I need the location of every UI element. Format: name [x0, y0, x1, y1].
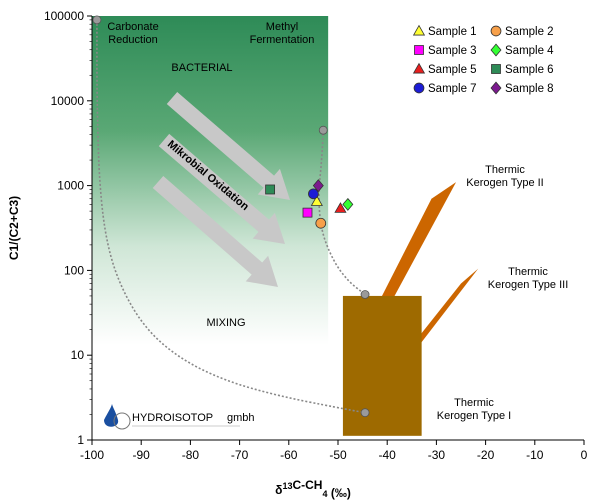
point-sample-1 — [310, 195, 323, 206]
legend-entry: Sample 2 — [490, 25, 554, 38]
logo-text: HYDROISOTOP — [132, 412, 213, 424]
region-label-mixing: MIXING — [206, 317, 245, 329]
data-points — [265, 179, 354, 229]
x-tick-label: -40 — [379, 448, 397, 462]
legend-marker — [491, 64, 501, 74]
legend-label: Sample 3 — [428, 45, 477, 57]
region-label-thermic-kerogen-type-ii: Thermic Kerogen Type II — [466, 164, 543, 189]
y-tick-label: 10000 — [51, 94, 85, 108]
y-tick-label: 1000 — [57, 179, 84, 193]
legend-entry: Sample 6 — [491, 64, 554, 76]
endmember-point — [360, 408, 370, 418]
legend-label: Sample 8 — [505, 83, 554, 95]
logo-suffix: gmbh — [227, 412, 255, 424]
legend-marker — [490, 25, 502, 37]
legend: Sample 1 Sample 2 Sample 3 Sample 4 Sample 5… — [412, 24, 554, 95]
legend-marker — [490, 43, 502, 57]
region-label-methyl-fermentation: Methyl Fermentation — [250, 21, 315, 46]
oxidation-arrow-bottom — [152, 175, 278, 287]
x-tick-label: -10 — [526, 448, 544, 462]
legend-entry: Sample 1 — [412, 24, 477, 38]
isotope-ring-icon — [113, 412, 131, 430]
y-tick-label: 10 — [71, 348, 85, 362]
legend-label: Sample 1 — [428, 26, 477, 38]
x-tick-label: -20 — [477, 448, 495, 462]
point-sample-2 — [315, 217, 327, 229]
endmember-point — [318, 125, 328, 135]
point-sample-7 — [308, 188, 319, 200]
legend-marker — [412, 62, 426, 74]
point-sample-3 — [302, 207, 313, 218]
y-tick-label: 100000 — [44, 9, 84, 23]
point-sample-6 — [265, 184, 276, 195]
x-tick-label: -90 — [133, 448, 151, 462]
legend-entry: Sample 7 — [413, 82, 477, 95]
legend-marker — [414, 45, 424, 55]
legend-entry: Sample 3 — [414, 45, 477, 57]
x-tick-label: 0 — [581, 448, 588, 462]
legend-label: Sample 2 — [505, 26, 554, 38]
axes: -100 -90 -80 -70 -60 -50 -40 -30 -20 -10 011010010… — [7, 9, 588, 500]
legend-entry: Sample 4 — [490, 43, 554, 57]
legend-marker — [490, 81, 502, 95]
legend-entry: Sample 5 — [412, 62, 477, 76]
legend-label: Sample 7 — [428, 83, 477, 95]
legend-label: Sample 5 — [428, 64, 477, 76]
endmember-point — [92, 15, 102, 25]
x-tick-label: -80 — [182, 448, 200, 462]
x-tick-label: -60 — [280, 448, 298, 462]
y-axis-label: C1/(C2+C3) — [7, 196, 21, 260]
region-label-carbonate-reduction: Carbonate Reduction — [107, 21, 158, 46]
region-layer — [92, 16, 479, 440]
endmember-point — [360, 290, 370, 299]
kerogen-type-ii-band — [372, 182, 457, 315]
bacterial-zone-fade — [92, 345, 329, 440]
region-label-thermic-kerogen-type-iii: Thermic Kerogen Type III — [488, 266, 569, 291]
y-tick-label: 100 — [64, 263, 84, 277]
point-sample-8 — [312, 179, 324, 193]
point-sample-4 — [342, 197, 354, 211]
x-tick-label: -70 — [231, 448, 249, 462]
legend-marker — [413, 82, 425, 94]
legend-entry: Sample 8 — [490, 81, 554, 95]
arrow-layer — [152, 91, 290, 287]
logo: HYDROISOTOP gmbh — [104, 404, 255, 430]
x-tick-label: -50 — [329, 448, 347, 462]
region-label-bacterial: BACTERIAL — [171, 62, 232, 74]
legend-label: Sample 6 — [505, 64, 554, 76]
kerogen-type-i-box — [342, 295, 422, 436]
x-tick-label: -30 — [428, 448, 446, 462]
mixing-curve-left — [96, 19, 366, 414]
oxidation-arrow-middle — [158, 133, 285, 244]
legend-label: Sample 4 — [505, 45, 554, 57]
x-axis-label: δ13C-CH4 (‰) — [275, 478, 351, 500]
mixing-curve-layer — [92, 15, 370, 418]
point-sample-5 — [334, 202, 347, 213]
water-drop-icon — [104, 404, 119, 427]
region-label-thermic-kerogen-type-i: Thermic Kerogen Type I — [437, 397, 511, 422]
oxidation-arrow-top — [166, 91, 290, 200]
legend-marker — [412, 24, 426, 36]
x-tick-label: -100 — [80, 448, 104, 462]
mixing-curve-right — [318, 130, 366, 296]
y-tick-label: 1 — [77, 433, 84, 447]
